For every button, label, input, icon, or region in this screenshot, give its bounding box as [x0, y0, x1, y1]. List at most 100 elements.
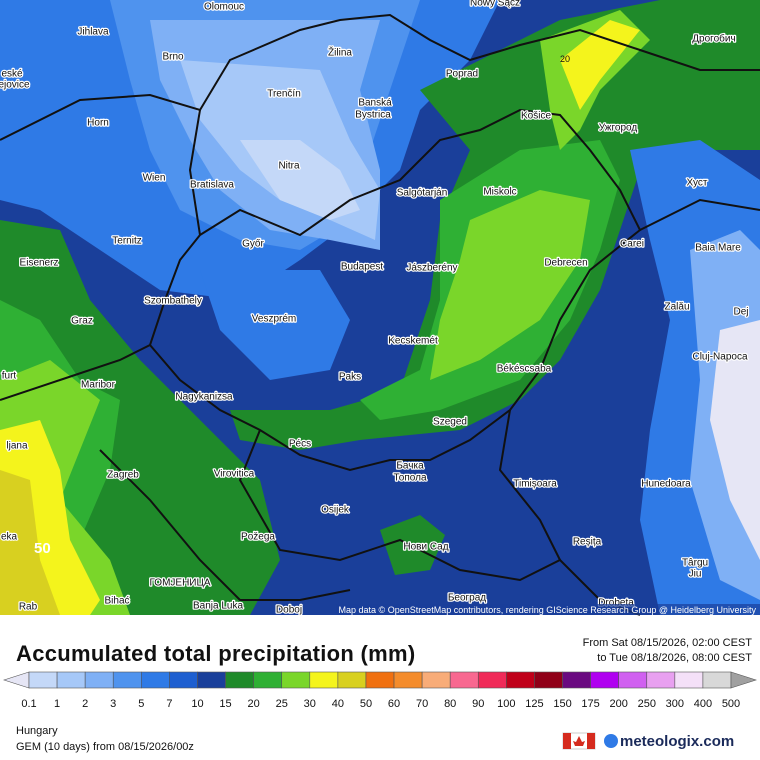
rain-area: [380, 515, 445, 575]
city-label: eské: [1, 69, 23, 80]
legend-tick-label: 125: [525, 698, 543, 710]
city-label: Banja Luka: [193, 601, 243, 612]
legend-swatch: [534, 671, 563, 689]
attribution: Map data © OpenStreetMap contributors, r…: [339, 605, 757, 615]
legend-tick-label: 5: [138, 698, 144, 710]
flag-band: [587, 733, 595, 749]
legend-tick-label: 175: [581, 698, 599, 710]
country-border: [639, 198, 760, 231]
brand-icon: [604, 734, 618, 748]
contour-label: 20: [560, 54, 570, 64]
city-label: Győr: [242, 239, 264, 250]
city-label: Bystrica: [355, 110, 391, 121]
city-label: Kecskemét: [388, 336, 438, 347]
legend-tick-label: 3: [110, 698, 116, 710]
country-border: [0, 344, 151, 401]
city-label: Pécs: [289, 439, 311, 450]
country-border: [148, 108, 642, 472]
legend-tick-label: 500: [722, 698, 740, 710]
legend-arrow: [730, 671, 757, 689]
city-label: Trenčín: [267, 89, 301, 100]
legend-swatch: [449, 671, 479, 689]
city-label: Szeged: [433, 417, 467, 428]
period-from: From Sat 08/15/2026, 02:00 CEST: [583, 637, 753, 649]
region: Hungary: [16, 725, 58, 737]
legend-tick-label: 2: [82, 698, 88, 710]
city-label: Zagreb: [107, 470, 139, 481]
city-label: Carei: [620, 239, 644, 250]
legend-tick-label: 300: [666, 698, 684, 710]
contour-label: 50: [34, 540, 51, 557]
rain-area: [0, 470, 60, 615]
legend-swatch: [197, 671, 226, 689]
city-label: Dej: [733, 307, 748, 318]
city-label: Poprad: [446, 69, 478, 80]
flag-band: [563, 733, 571, 749]
city-label: Timișoara: [513, 479, 557, 490]
city-label: Нови Сад: [403, 542, 448, 553]
city-label: Graz: [71, 316, 93, 327]
rain-area: [430, 190, 590, 380]
legend-tick-label: 70: [416, 698, 428, 710]
legend-swatch: [365, 671, 395, 689]
legend-tick-label: 20: [248, 698, 260, 710]
city-label: Szombathely: [144, 296, 202, 307]
brand: meteologix.com: [620, 733, 734, 750]
flag: [562, 732, 596, 750]
city-label: Târgu: [682, 558, 708, 569]
legend-tick-label: 200: [610, 698, 628, 710]
country-border: [0, 13, 760, 141]
attribution-bg: [336, 604, 760, 615]
legend-tick-label: 40: [332, 698, 344, 710]
legend-tick-label: 150: [553, 698, 571, 710]
legend-swatch: [112, 671, 142, 689]
legend-swatch: [506, 671, 535, 689]
legend-swatch: [28, 671, 58, 689]
city-label: Дрогобич: [692, 33, 735, 45]
rain-area: [710, 320, 760, 560]
city-label: Požega: [241, 532, 275, 543]
city-label: Nagykanizsa: [175, 392, 233, 403]
legend-tick-label: 50: [360, 698, 372, 710]
city-label: Jiu: [689, 569, 702, 580]
legend-swatch: [56, 671, 86, 689]
city-labels: Olomouc Nowy Sącz Jihlava Brno Žilina Poprad Д…: [0, 0, 750, 617]
city-label: Београд: [448, 593, 486, 604]
city-label: Virovitica: [214, 469, 255, 480]
city-label: Bratislava: [190, 180, 234, 191]
borders: [0, 13, 760, 616]
title: Accumulated total precipitation (mm): [16, 641, 416, 666]
city-label: Miskolc: [483, 187, 516, 198]
legend-tick-label: 250: [638, 698, 656, 710]
legend-tick-label: 0.1: [21, 698, 36, 710]
city-label: Horn: [87, 118, 109, 129]
city-label: eka: [1, 532, 18, 543]
legend-swatch: [169, 671, 198, 689]
city-label: Banská: [358, 98, 392, 109]
legend-swatch: [253, 671, 283, 689]
city-label: Cluj-Napoca: [692, 352, 747, 363]
country-border: [188, 109, 201, 236]
city-label: Doboj: [276, 605, 302, 616]
legend-tick-label: 80: [444, 698, 456, 710]
country-border: [99, 449, 351, 601]
city-label: Veszprém: [252, 314, 296, 325]
city-label: Brno: [162, 52, 184, 63]
model-run: GEM (10 days) from 08/15/2026/00z: [16, 741, 194, 753]
city-label: Ужгород: [599, 123, 638, 134]
legend-tick-label: 1: [54, 698, 60, 710]
city-label: Bihać: [104, 596, 129, 607]
legend-tick-label: 100: [497, 698, 515, 710]
legend-swatch: [618, 671, 648, 689]
city-label: Eisenerz: [20, 258, 59, 269]
legend-swatch: [393, 671, 423, 689]
legend-swatch: [674, 671, 704, 689]
city-label: Paks: [339, 372, 361, 383]
city-label: Reșița: [573, 537, 602, 548]
city-label: Zalău: [664, 302, 689, 313]
city-label: Košice: [521, 111, 551, 122]
city-label: Топола: [393, 473, 426, 484]
precipitation-map: Olomouc Nowy Sącz Jihlava Brno Žilina Poprad Д…: [0, 0, 760, 617]
city-label: Nitra: [278, 161, 300, 172]
city-label: Jászberény: [406, 263, 457, 274]
